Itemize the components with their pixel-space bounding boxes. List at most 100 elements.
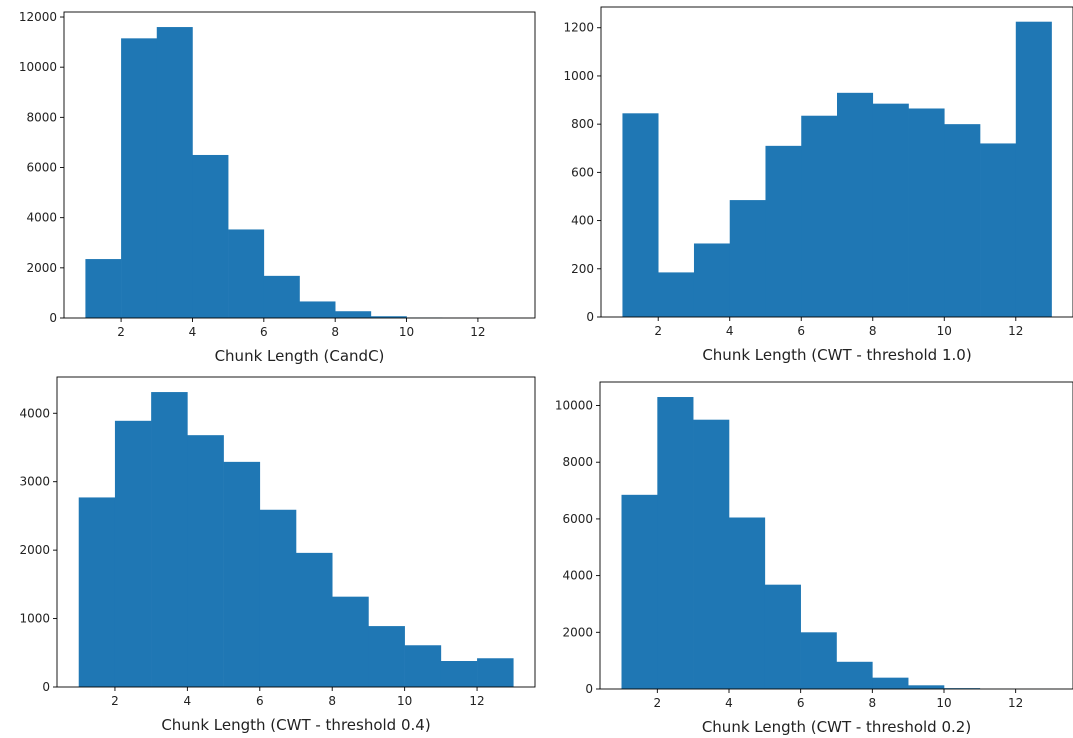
y-tick-label: 6000 — [562, 512, 593, 526]
x-tick-label: 8 — [869, 324, 877, 338]
x-tick-label: 6 — [256, 694, 264, 708]
y-tick-label: 12000 — [19, 10, 57, 24]
histogram-bar — [872, 103, 909, 317]
axes-frame — [600, 6, 1073, 318]
x-tick-label: 2 — [654, 324, 662, 338]
histogram-bar — [908, 685, 945, 689]
histogram-bar — [151, 392, 188, 687]
x-tick-label: 10 — [937, 324, 952, 338]
histogram-bar — [296, 552, 333, 687]
y-tick-label: 1000 — [563, 69, 594, 83]
x-tick-label: 8 — [331, 325, 339, 339]
histogram-bar — [114, 420, 152, 687]
x-tick-label: 8 — [869, 696, 877, 710]
histogram-bar — [192, 154, 229, 318]
x-axis-label: Chunk Length (CWT - threshold 0.2) — [702, 718, 971, 736]
x-tick-label: 8 — [328, 694, 336, 708]
x-tick-label: 2 — [117, 325, 125, 339]
x-tick-label: 12 — [470, 325, 485, 339]
histogram-bar — [729, 200, 766, 317]
histogram-bar — [332, 596, 369, 687]
x-tick-label: 10 — [936, 696, 951, 710]
histogram-bar — [1015, 21, 1052, 317]
x-tick-label: 4 — [726, 324, 734, 338]
histogram-bar — [800, 632, 837, 689]
histogram-bar — [121, 38, 158, 319]
histogram-bar — [228, 229, 265, 318]
histogram-bar — [368, 626, 405, 687]
histogram-panel-3: 2 4 6 8 10 12 0 1000 2000 3000 4000 Chunk Length (C… — [19, 376, 536, 734]
histogram-bar — [370, 316, 407, 318]
y-tick-label: 0 — [42, 680, 50, 694]
histogram-bar — [765, 145, 802, 317]
x-tick-label: 12 — [1008, 324, 1023, 338]
histogram-bar — [801, 115, 838, 317]
histogram-bar — [85, 259, 122, 318]
x-axis-label: Chunk Length (CWT - threshold 1.0) — [702, 346, 971, 364]
histogram-bar — [78, 497, 116, 687]
histogram-bar — [477, 658, 514, 687]
histogram-bar — [622, 113, 659, 317]
x-tick-label: 12 — [469, 694, 484, 708]
y-tick-label: 2000 — [562, 625, 593, 639]
x-tick-label: 10 — [399, 325, 414, 339]
histogram-bar — [764, 584, 801, 689]
y-tick-label: 200 — [571, 262, 594, 276]
y-tick-label: 400 — [571, 214, 594, 228]
x-tick-label: 2 — [654, 696, 662, 710]
histogram-bar — [944, 124, 981, 318]
x-tick-label: 10 — [397, 694, 412, 708]
y-tick-label: 0 — [49, 311, 57, 325]
y-tick-label: 8000 — [562, 455, 593, 469]
axes-frame — [56, 376, 536, 688]
histogram-bar — [404, 645, 442, 687]
histogram-panel-1: 2 4 6 8 10 12 0 2000 4000 6000 8000 10000 12000 Chunk… — [19, 10, 536, 365]
y-tick-label: 1000 — [19, 612, 50, 626]
y-tick-label: 3000 — [19, 475, 50, 489]
x-tick-label: 6 — [797, 324, 805, 338]
y-tick-label: 1200 — [563, 21, 594, 35]
histogram-bar — [658, 272, 695, 317]
x-tick-label: 6 — [797, 696, 805, 710]
histogram-panel-4: 2 4 6 8 10 12 0 2000 4000 6000 8000 10000 Chunk Leng… — [555, 381, 1073, 736]
x-tick-label: 4 — [184, 694, 192, 708]
histogram-bar — [657, 397, 694, 689]
histogram-bar — [440, 661, 478, 687]
y-tick-label: 4000 — [19, 406, 50, 420]
axes-frame — [599, 381, 1073, 690]
histogram-bar — [693, 243, 731, 317]
y-tick-label: 10000 — [19, 60, 57, 74]
histogram-bar — [187, 435, 224, 687]
x-axis-label: Chunk Length (CWT - threshold 0.4) — [161, 716, 430, 734]
y-tick-label: 600 — [571, 165, 594, 179]
x-tick-label: 4 — [189, 325, 197, 339]
x-tick-label: 4 — [725, 696, 733, 710]
y-tick-label: 2000 — [19, 543, 50, 557]
histogram-bar — [836, 661, 873, 689]
y-tick-label: 4000 — [26, 211, 57, 225]
x-tick-label: 6 — [260, 325, 268, 339]
histogram-bar — [621, 494, 658, 689]
histogram-bar — [299, 301, 336, 318]
x-tick-label: 2 — [111, 694, 119, 708]
histogram-bar — [908, 108, 945, 318]
histogram-bar — [259, 509, 297, 687]
histogram-bar — [156, 27, 193, 319]
y-tick-label: 10000 — [555, 399, 593, 413]
x-axis-label: Chunk Length (CandC) — [215, 347, 385, 365]
y-tick-label: 4000 — [562, 569, 593, 583]
histogram-bar — [980, 143, 1017, 317]
histogram-bar — [335, 311, 372, 318]
y-tick-label: 0 — [586, 310, 594, 324]
axes-frame — [63, 11, 536, 319]
histogram-bar — [693, 419, 730, 689]
histogram-bar — [263, 275, 300, 318]
histogram-panel-2: 2 4 6 8 10 12 0 200 400 600 800 1000 1200 Chunk Lengt… — [563, 6, 1073, 364]
histogram-bar — [223, 461, 261, 687]
y-tick-label: 800 — [571, 117, 594, 131]
y-tick-label: 8000 — [26, 110, 57, 124]
y-tick-label: 0 — [585, 682, 593, 696]
x-tick-label: 12 — [1008, 696, 1023, 710]
histogram-bar — [729, 517, 766, 689]
